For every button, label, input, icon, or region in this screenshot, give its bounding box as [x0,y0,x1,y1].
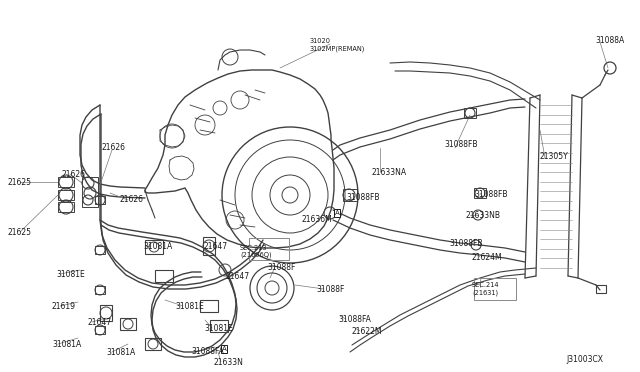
Text: A: A [335,210,339,216]
Text: 31088FB: 31088FB [346,193,380,202]
Text: 21647: 21647 [225,272,249,281]
Text: 21619: 21619 [52,302,76,311]
Text: 21633NA: 21633NA [371,168,406,177]
Text: 21647: 21647 [88,318,112,327]
Text: 21636M: 21636M [302,215,333,224]
Bar [249,238,289,260]
Text: 31088FB: 31088FB [449,239,483,248]
Text: 31081E: 31081E [56,270,84,279]
Text: 31081E: 31081E [175,302,204,311]
Bar [120,318,136,330]
Bar [95,326,105,334]
Bar [343,189,357,201]
Text: 31081A: 31081A [52,340,81,349]
Text: A: A [221,346,227,352]
Bar [474,188,486,198]
Bar [474,278,516,300]
Text: 21647: 21647 [203,242,227,251]
Bar [95,286,105,294]
Text: 21625: 21625 [7,178,31,187]
Text: 31081A: 31081A [143,242,172,251]
Text: 21626: 21626 [120,195,144,204]
Text: 31088FB: 31088FB [444,140,477,149]
Text: 21622M: 21622M [352,327,383,336]
Text: 21305Y: 21305Y [540,152,569,161]
Bar [203,237,215,255]
Text: 21626: 21626 [62,170,86,179]
Text: J31003CX: J31003CX [566,355,603,364]
Text: 31088FB: 31088FB [474,190,508,199]
Bar [145,240,163,254]
Text: 31088A: 31088A [595,36,624,45]
Bar [100,305,112,321]
Text: 31088FA: 31088FA [338,315,371,324]
Text: SEC.213
(21606Q): SEC.213 (21606Q) [240,245,271,259]
Bar [210,320,228,332]
Bar [596,285,606,293]
Bar [82,177,98,207]
Bar [95,246,105,254]
Text: 21626: 21626 [101,143,125,152]
Text: 31081A: 31081A [106,348,135,357]
Bar [95,196,105,204]
Text: 31088F: 31088F [267,263,296,272]
Bar [200,300,218,312]
Text: 31088FA: 31088FA [191,347,224,356]
Text: 21624M: 21624M [472,253,502,262]
Bar [155,270,173,282]
Text: 21625: 21625 [7,228,31,237]
Bar [58,177,74,187]
Text: SEC.214
(21631): SEC.214 (21631) [472,282,500,295]
Bar [464,108,476,118]
Text: 31020
3102MP(REMAN): 31020 3102MP(REMAN) [310,38,365,51]
Text: 21633N: 21633N [213,358,243,367]
Bar [58,190,74,200]
Text: 31081E: 31081E [204,324,233,333]
Text: 21633NB: 21633NB [465,211,500,220]
Bar [145,338,161,350]
Text: 31088F: 31088F [316,285,344,294]
Bar [58,202,74,212]
